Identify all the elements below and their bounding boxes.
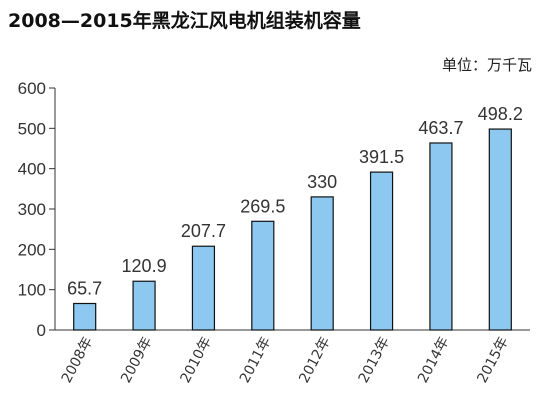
x-tick-label: 2015年 bbox=[474, 334, 511, 385]
bar bbox=[251, 220, 275, 331]
unit-label: 单位：万千瓦 bbox=[441, 56, 532, 74]
y-tick-label: 500 bbox=[18, 119, 46, 138]
data-label: 269.5 bbox=[240, 196, 285, 216]
bar bbox=[73, 302, 97, 331]
y-tick-label: 100 bbox=[18, 281, 46, 300]
x-tick-label: 2014年 bbox=[415, 334, 452, 385]
chart-title: 2008—2015年黑龙江风电机组装机容量 bbox=[8, 10, 361, 32]
x-tick-label: 2009年 bbox=[118, 334, 155, 385]
data-label: 120.9 bbox=[122, 256, 167, 276]
bar bbox=[369, 171, 394, 331]
bar bbox=[429, 142, 453, 331]
data-label: 330 bbox=[307, 172, 337, 192]
x-tick-label: 2013年 bbox=[356, 334, 393, 385]
x-tick-label: 2008年 bbox=[59, 334, 96, 385]
x-tick-label: 2012年 bbox=[296, 334, 333, 385]
y-tick-label: 600 bbox=[18, 79, 46, 98]
data-label: 463.7 bbox=[418, 118, 463, 138]
data-label: 65.7 bbox=[67, 279, 102, 299]
y-tick-label: 200 bbox=[18, 240, 46, 259]
data-label: 391.5 bbox=[359, 147, 404, 167]
x-tick-label: 2010年 bbox=[178, 334, 215, 385]
bar bbox=[310, 196, 334, 331]
x-tick-label: 2011年 bbox=[237, 334, 274, 385]
y-tick-label: 400 bbox=[18, 160, 46, 179]
y-tick-label: 0 bbox=[37, 321, 46, 340]
data-label: 207.7 bbox=[181, 221, 226, 241]
bar bbox=[191, 245, 216, 331]
y-tick-label: 300 bbox=[18, 200, 46, 219]
data-label: 498.2 bbox=[478, 104, 523, 124]
bar bbox=[488, 128, 512, 331]
bar bbox=[132, 280, 156, 331]
